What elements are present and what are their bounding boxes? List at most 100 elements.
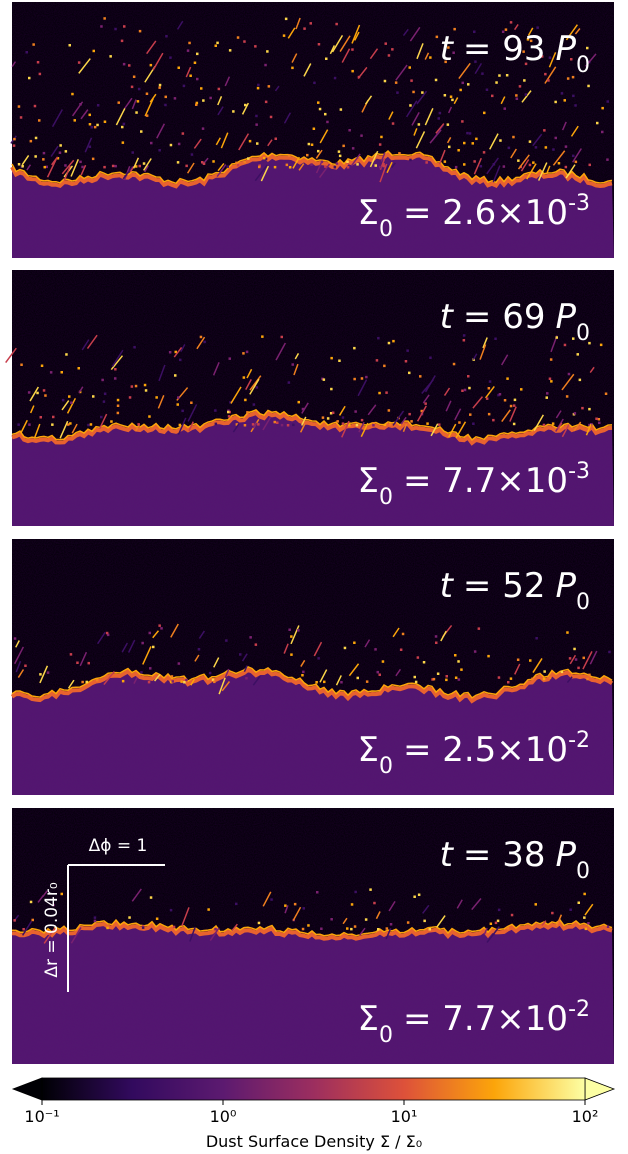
clump [473, 157, 482, 175]
time-unit: P [555, 29, 576, 69]
clump [423, 919, 426, 923]
clump [76, 661, 79, 664]
clump [484, 385, 495, 399]
clump [457, 149, 460, 152]
clump [396, 91, 399, 94]
clump [20, 363, 23, 366]
clump [599, 343, 603, 347]
clump [21, 155, 30, 166]
clump [320, 160, 324, 164]
sigma-symbol: Σ [357, 193, 378, 233]
clump [412, 90, 415, 94]
clump [468, 132, 472, 135]
clump [572, 337, 575, 340]
clump [80, 164, 87, 176]
clump [295, 17, 301, 30]
clump [32, 43, 35, 46]
clump [385, 165, 390, 172]
clump [99, 413, 108, 429]
clump [27, 391, 31, 394]
clump [189, 926, 196, 942]
clump [501, 354, 509, 366]
clump [102, 400, 106, 403]
clump [133, 677, 138, 684]
clump [356, 676, 359, 680]
clump [487, 387, 491, 390]
clump [509, 677, 513, 680]
clump [546, 165, 551, 173]
clump [246, 368, 253, 379]
clump [137, 87, 141, 91]
clump [426, 422, 429, 425]
clump [121, 141, 125, 144]
clump [121, 642, 129, 653]
clump [252, 675, 261, 686]
clump [413, 675, 416, 679]
clump [39, 416, 42, 419]
clump [287, 27, 296, 39]
clump [387, 54, 391, 57]
clump [39, 665, 49, 684]
clump [154, 673, 161, 682]
clump [320, 927, 323, 930]
clump [301, 416, 307, 426]
clump [443, 160, 447, 163]
clump [535, 637, 538, 640]
clump [346, 927, 349, 930]
clump [435, 641, 438, 644]
clump [110, 355, 124, 371]
clump [353, 31, 360, 41]
clump [216, 164, 227, 178]
clump [29, 139, 33, 143]
clump [379, 165, 382, 169]
clump [70, 158, 79, 177]
clump [158, 83, 162, 87]
clump [25, 51, 28, 54]
clump [111, 164, 115, 168]
clump [550, 335, 558, 353]
clump [193, 61, 197, 64]
clump [359, 423, 362, 426]
clump [341, 422, 345, 425]
clump [134, 165, 138, 168]
clump [156, 123, 166, 139]
clump [200, 87, 203, 90]
clump [309, 22, 312, 25]
clump [435, 35, 439, 39]
clump [242, 376, 246, 379]
clump [529, 659, 532, 662]
noise [12, 539, 614, 795]
clump [598, 421, 601, 425]
clump [389, 423, 392, 426]
clump [71, 423, 78, 434]
clump [369, 888, 372, 891]
clump [40, 364, 44, 367]
clump [43, 165, 46, 169]
clump [297, 629, 300, 632]
clump [584, 927, 588, 931]
clump [417, 123, 421, 126]
clump [463, 388, 467, 392]
clump [543, 129, 546, 132]
clump [346, 166, 350, 169]
clump [36, 391, 39, 395]
clump [174, 374, 177, 377]
clump [582, 656, 585, 660]
clump [103, 120, 107, 123]
clump [196, 336, 206, 350]
clump [17, 105, 21, 108]
clump [155, 396, 158, 399]
clump [608, 650, 611, 654]
clump [315, 149, 323, 159]
clump [158, 86, 161, 89]
clump [287, 154, 291, 157]
clump [554, 100, 557, 104]
clump [114, 27, 117, 31]
clump [246, 411, 249, 414]
sigma-label: Σ0 = 2.6×10-3 [357, 191, 590, 242]
clump [377, 928, 380, 931]
clump [79, 651, 88, 667]
clump [100, 25, 103, 28]
